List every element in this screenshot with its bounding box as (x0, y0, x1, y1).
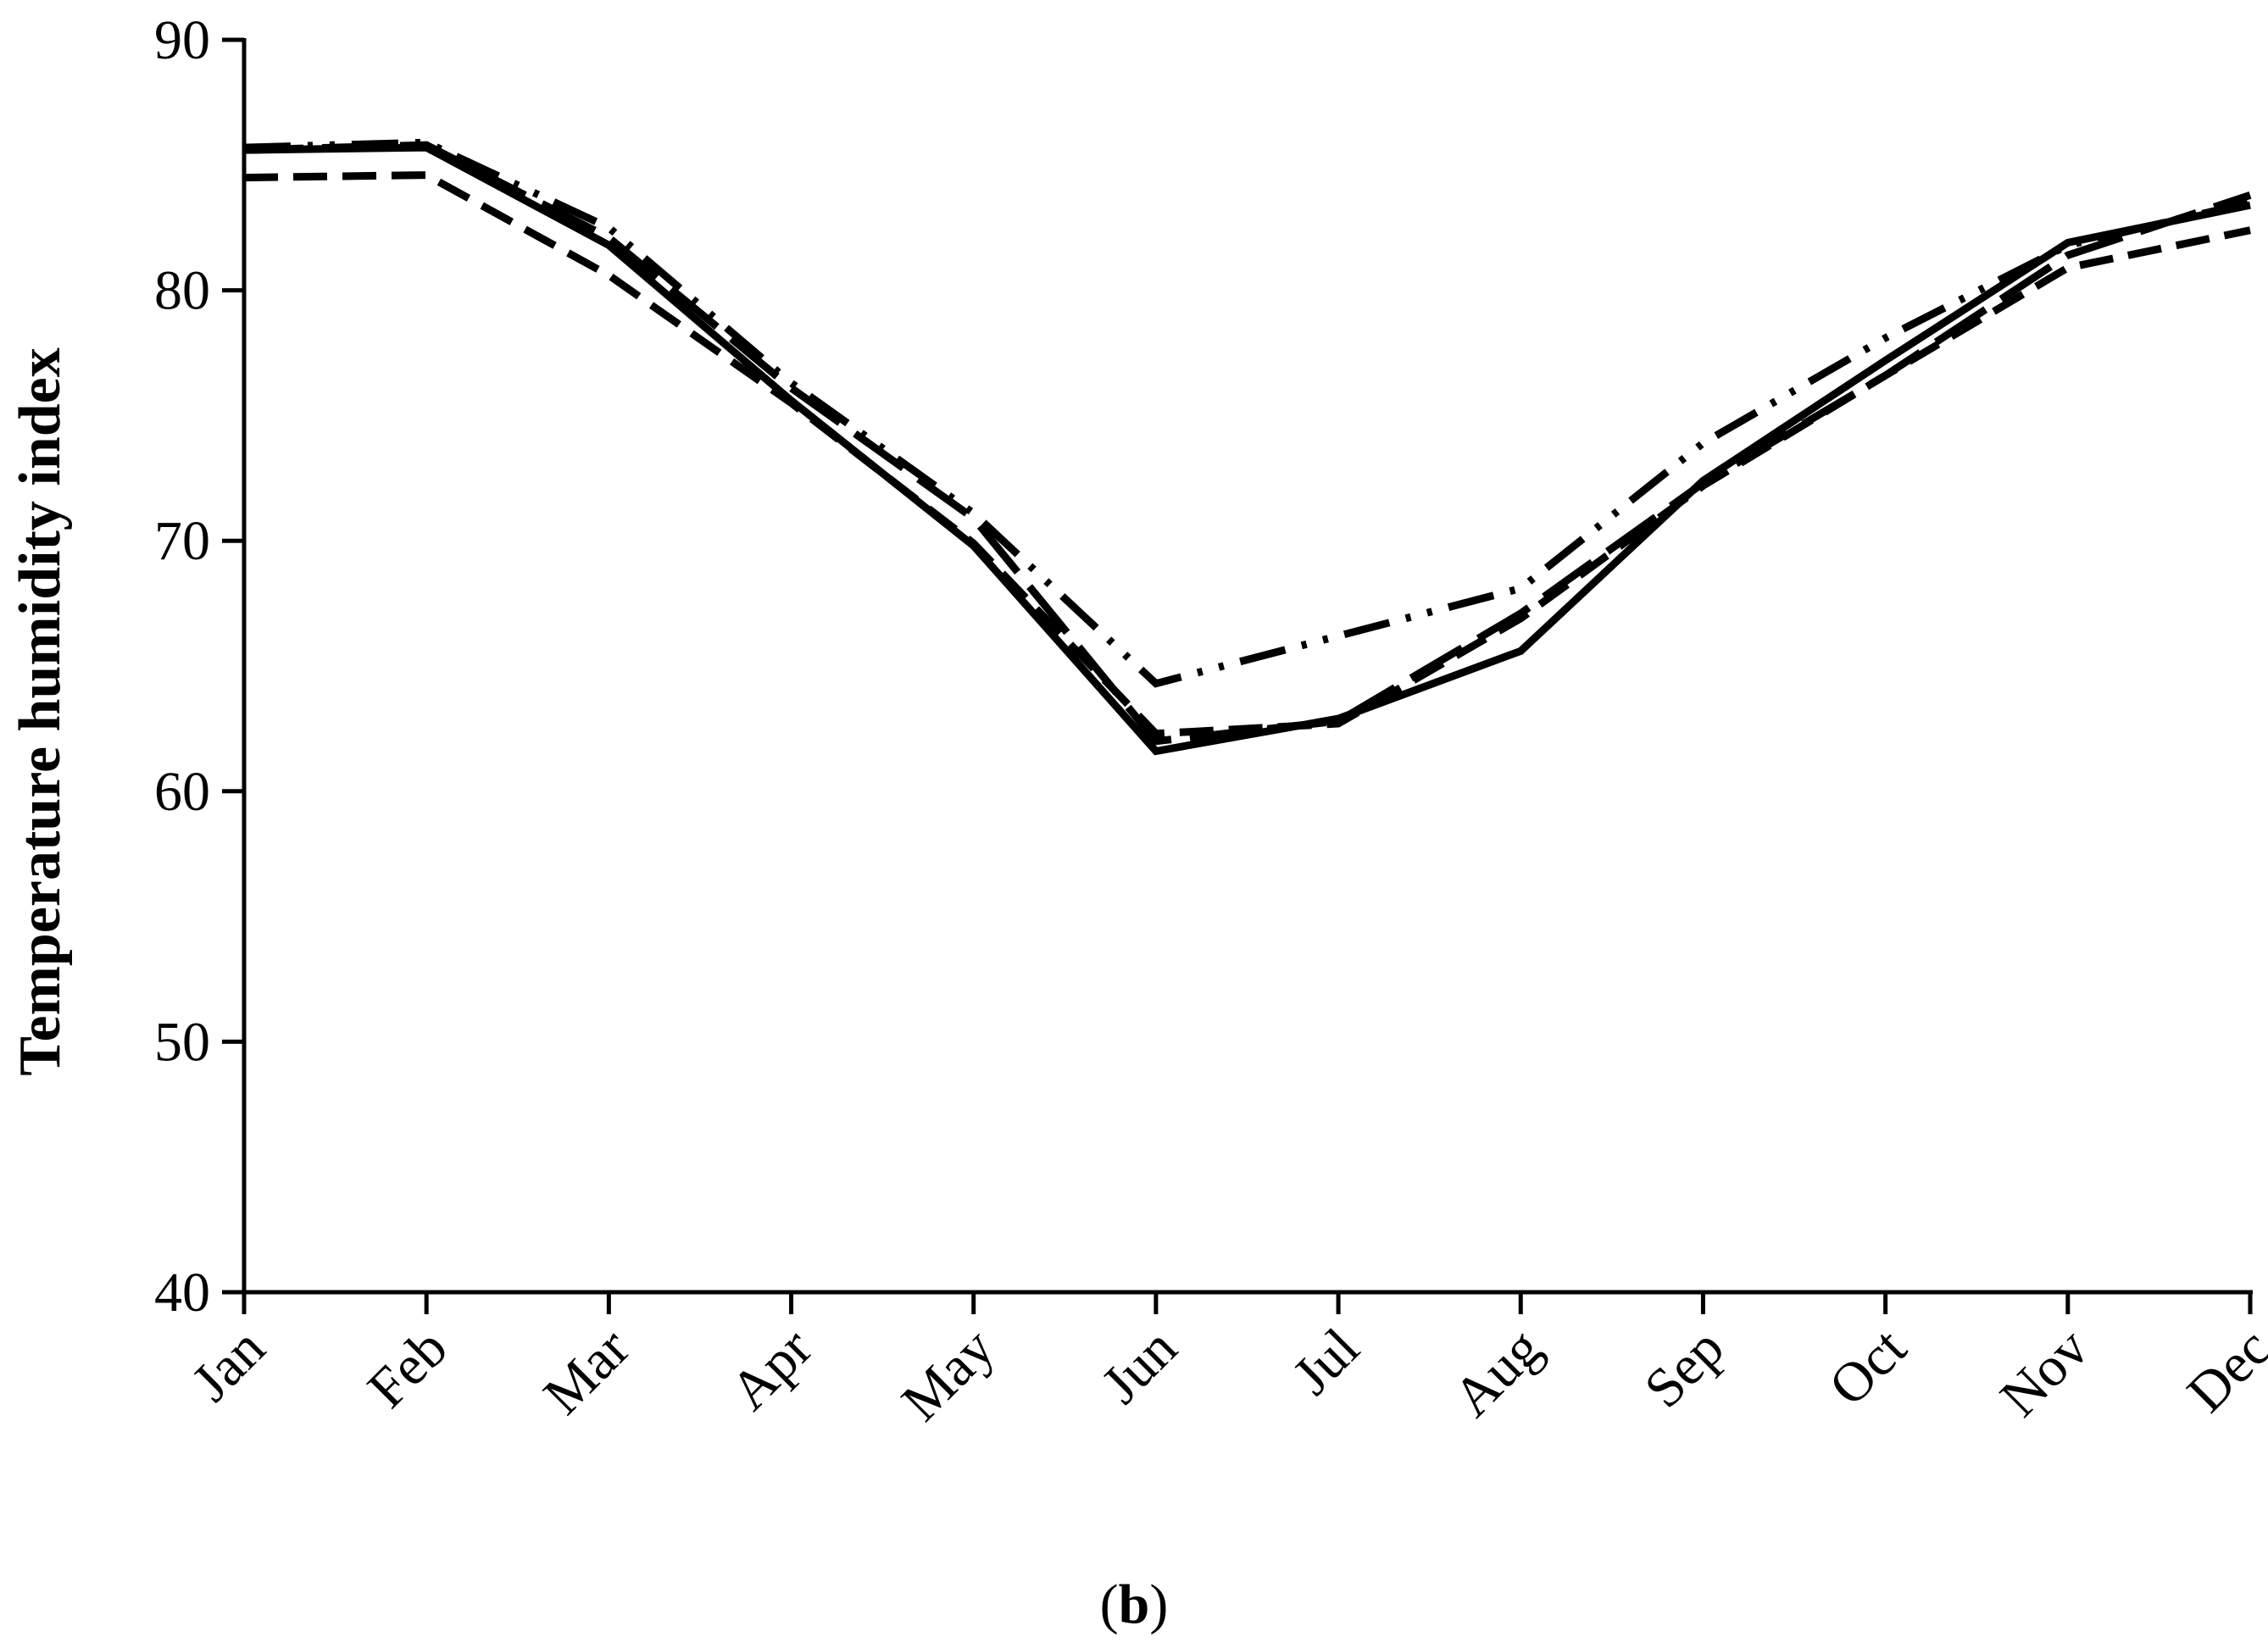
series-line-long-dash (243, 141, 2252, 746)
x-tick-label: Nov (1988, 1317, 2100, 1429)
series-lines (243, 138, 2252, 756)
x-tick-label: Dec (2176, 1317, 2268, 1424)
caption-letter: b (1119, 1574, 1150, 1635)
caption-open: ( (1100, 1574, 1119, 1635)
x-tick-label: Jan (181, 1317, 277, 1413)
ticks: 40 50 60 70 80 90 Jan Feb Mar Apr May Jun Jul Aug Sep O… (154, 9, 2268, 1433)
y-tick-label: 90 (154, 9, 210, 71)
y-tick-label: 60 (154, 761, 210, 823)
y-tick-label: 80 (154, 260, 210, 322)
series-line-dash-dot-dot (243, 138, 2252, 688)
y-tick-label: 40 (154, 1262, 210, 1324)
y-tick-label: 70 (154, 510, 210, 572)
x-tick-label: Mar (532, 1317, 642, 1426)
x-tick-label: Apr (719, 1317, 824, 1422)
axes (242, 38, 2253, 1295)
x-tick-label: Oct (1817, 1317, 1918, 1418)
series-line-dash (243, 171, 2251, 738)
x-tick-label: Jul (1281, 1317, 1371, 1407)
x-tick-label: Jun (1090, 1317, 1188, 1415)
x-tick-label: Feb (356, 1317, 459, 1420)
x-tick-label: Aug (1442, 1317, 1554, 1429)
y-tick-label: 50 (154, 1011, 210, 1073)
x-tick-label: Sep (1632, 1317, 1736, 1420)
x-tick-label: May (890, 1317, 1006, 1433)
figure-caption: (b) (1100, 1574, 1169, 1635)
y-axis-title: Temperature humidity index (8, 347, 73, 1076)
caption-close: ) (1149, 1574, 1168, 1635)
